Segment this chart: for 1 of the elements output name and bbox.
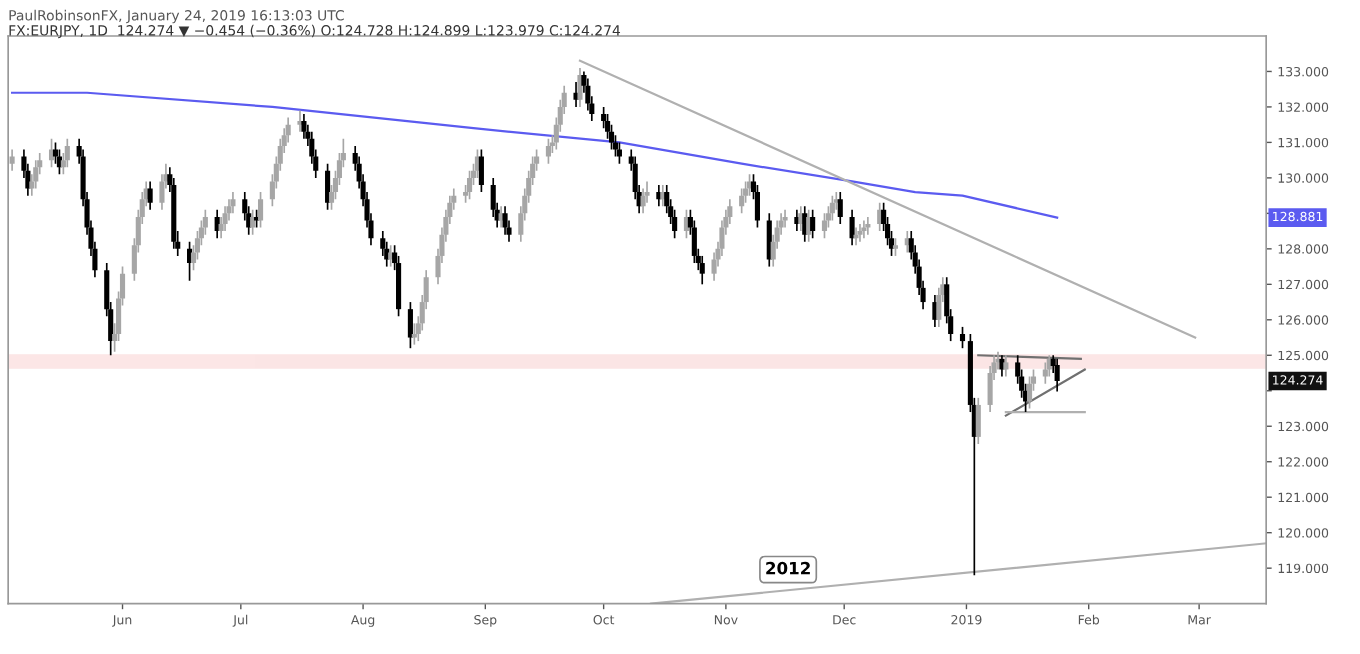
annotation: 2012 — [766, 561, 810, 575]
